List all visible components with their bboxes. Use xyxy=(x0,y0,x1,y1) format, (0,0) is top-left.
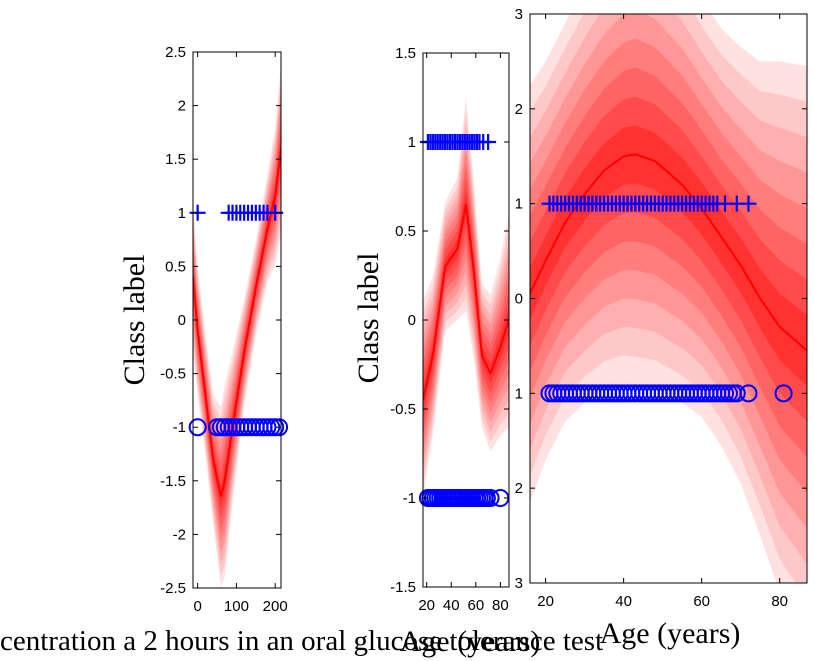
panel-left: 2.5 2 1.5 1 0.5 0 -0.5 -1 -1.5 -2 -2.5 0 100 200 xyxy=(160,44,289,615)
x-tick-label: 20 xyxy=(537,593,554,610)
axes-frame xyxy=(192,51,282,589)
x-tick-label: 40 xyxy=(443,597,460,614)
y-tick-label: -1 xyxy=(173,419,186,436)
plot-area xyxy=(530,14,807,583)
class-negative-markers xyxy=(540,384,793,403)
confidence-band xyxy=(193,84,281,565)
y-tick-label: 2 xyxy=(515,101,523,118)
x-tick-label: 20 xyxy=(418,597,435,614)
circle-marker xyxy=(270,418,289,437)
y-tick-label: 0.5 xyxy=(395,223,416,240)
y-tick-label: 2 xyxy=(178,98,186,115)
circle-marker xyxy=(481,489,500,507)
y-tick-label: -2.5 xyxy=(160,580,186,597)
x-tick-label: 0 xyxy=(193,598,201,615)
plus-marker xyxy=(480,134,497,150)
confidence-band xyxy=(193,105,281,542)
circle-marker xyxy=(739,384,758,403)
x-tick-label: 40 xyxy=(615,593,632,610)
y-tick-label: 1.5 xyxy=(395,45,416,62)
y-tick-label: -0.5 xyxy=(390,401,416,418)
class-negative-markers xyxy=(188,418,289,437)
y-tick-label: 1 xyxy=(515,385,523,402)
class-negative-markers xyxy=(418,489,510,507)
circle-marker xyxy=(774,384,793,403)
y-tick-label: -1.5 xyxy=(390,579,416,596)
x-tick-label: 100 xyxy=(224,598,249,615)
plot-area xyxy=(193,62,281,587)
x-tick-label: 80 xyxy=(492,597,509,614)
y-tick-label: -1 xyxy=(403,490,416,507)
x-tick-label: 200 xyxy=(263,598,288,615)
confidence-band xyxy=(193,94,281,553)
x-axis-label-right: Age (years) xyxy=(600,617,741,650)
y-tick-label: 1.5 xyxy=(165,151,186,168)
y-axis-label-middle: Class label xyxy=(352,253,385,384)
y-tick-label: 0.5 xyxy=(165,258,186,275)
y-tick-label: 1 xyxy=(515,196,523,213)
circle-marker xyxy=(188,418,207,437)
class-positive-markers xyxy=(541,195,757,212)
mean-line xyxy=(423,204,509,401)
circle-marker xyxy=(727,384,746,403)
x-axis-label-left: centration a 2 hours in an oral glucose … xyxy=(0,625,603,657)
panel-middle: 1.5 1 0.5 0 -0.5 -1 -1.520 40 60 80 xyxy=(390,45,510,614)
y-tick-label: -1.5 xyxy=(160,473,186,490)
confidence-band xyxy=(193,62,281,587)
y-tick-label: 3 xyxy=(515,575,523,592)
x-tick-label: 60 xyxy=(467,597,484,614)
y-tick-label: 2.5 xyxy=(165,44,186,61)
y-tick-label: 0 xyxy=(408,312,416,329)
y-tick-label: 0 xyxy=(515,291,523,308)
x-axis-label-middle: Age (years) xyxy=(400,625,541,658)
class-positive-markers xyxy=(419,134,497,150)
confidence-band xyxy=(530,125,807,387)
y-tick-label: 2 xyxy=(515,480,523,497)
y-tick-label: -2 xyxy=(173,526,186,543)
confidence-band xyxy=(193,73,281,576)
y-tick-label: -0.5 xyxy=(160,366,186,383)
plot-area xyxy=(423,97,509,500)
y-tick-label: 1 xyxy=(408,134,416,151)
x-tick-label: 60 xyxy=(693,593,710,610)
y-tick-label: 1 xyxy=(178,205,186,222)
x-tick-label: 80 xyxy=(771,593,788,610)
class-positive-markers xyxy=(189,204,284,221)
y-tick-label: 3 xyxy=(515,6,523,23)
y-axis-label-left: Class label xyxy=(118,255,151,386)
plus-marker xyxy=(740,195,757,212)
mean-line xyxy=(193,148,281,497)
panel-right: 3 2 1 0 1 2 3 20 40 60 80 xyxy=(515,6,808,610)
y-tick-label: 0 xyxy=(178,312,186,329)
